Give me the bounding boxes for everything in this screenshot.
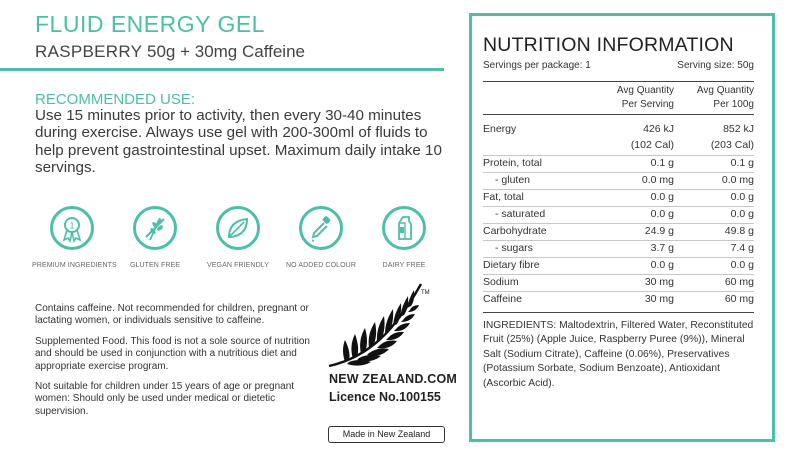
- nutrition-divider: [483, 114, 754, 115]
- supplemented-food-notice: Supplemented Food. This food is not a so…: [35, 335, 310, 372]
- badge-gluten-free: GLUTEN FREE: [115, 206, 195, 269]
- product-details: 50g + 30mg Caffeine: [147, 42, 305, 61]
- nutrient-row-saturated: - saturated 0.0 g 0.0 g: [495, 208, 754, 220]
- fern-logo-icon: TM: [328, 283, 430, 368]
- wheat-icon: [145, 217, 165, 241]
- recommended-use-heading: RECOMMENDED USE:: [35, 91, 196, 108]
- nutrition-divider: [483, 312, 754, 313]
- product-title: FLUID ENERGY GEL: [35, 11, 265, 37]
- recommended-use-text: Use 15 minutes prior to activity, then e…: [35, 107, 442, 177]
- nutrient-row-energy: Energy 426 kJ 852 kJ: [483, 123, 754, 135]
- column-header-per-100g: Avg Quantity Per 100g: [696, 85, 754, 110]
- product-flavor: RASPBERRY: [35, 42, 143, 61]
- feature-badges: 1 PREMIUM INGREDIENTS GLUTEN FREE: [32, 206, 432, 276]
- nutrient-row-sugars: - sugars 3.7 g 7.4 g: [495, 242, 754, 254]
- svg-text:1: 1: [69, 221, 74, 231]
- nutrient-row-fat: Fat, total 0.0 g 0.0 g: [483, 191, 754, 203]
- nutrition-divider: [483, 81, 754, 82]
- column-header-per-serving: Avg Quantity Per Serving: [616, 85, 674, 110]
- nz-brand-text: NEW ZEALAND.COM: [329, 372, 457, 386]
- nutrient-row-sodium: Sodium 30 mg 60 mg: [483, 276, 754, 288]
- nz-licence-number: Licence No.100155: [329, 390, 441, 404]
- badge-label: VEGAN FRIENDLY: [207, 262, 269, 269]
- nutrient-row-caffeine: Caffeine 30 mg 60 mg: [483, 293, 754, 305]
- badge-dairy-free: DAIRY FREE: [364, 206, 444, 269]
- award-ribbon-icon: 1: [62, 217, 82, 243]
- nutrient-row-protein: Protein, total 0.1 g 0.1 g: [483, 157, 754, 169]
- nutrient-row-gluten: - gluten 0.0 mg 0.0 mg: [495, 174, 754, 186]
- badge-label: DAIRY FREE: [382, 262, 426, 269]
- dropper-icon: [311, 216, 331, 242]
- warnings-block: Contains caffeine. Not recommended for c…: [35, 303, 310, 426]
- badge-premium-ingredients: 1 PREMIUM INGREDIENTS: [32, 206, 117, 269]
- badge-no-added-colour: NO ADDED COLOUR: [281, 206, 361, 269]
- servings-per-package: Servings per package: 1: [483, 60, 591, 71]
- nutrition-panel: NUTRITION INFORMATION Servings per packa…: [469, 13, 775, 442]
- nutrient-row-carbohydrate: Carbohydrate 24.9 g 49.8 g: [483, 225, 754, 237]
- product-subtitle: RASPBERRY 50g + 30mg Caffeine: [35, 42, 305, 62]
- ingredients-list: INGREDIENTS: Maltodextrin, Filtered Wate…: [483, 320, 754, 389]
- milk-carton-icon: [398, 216, 412, 240]
- made-in-badge: Made in New Zealand: [328, 426, 445, 443]
- leaf-icon: [227, 217, 249, 238]
- badge-label: NO ADDED COLOUR: [286, 262, 356, 269]
- serving-size: Serving size: 50g: [677, 60, 754, 71]
- title-divider: [0, 68, 444, 71]
- age-warning: Not suitable for children under 15 years…: [35, 381, 295, 417]
- badge-label: GLUTEN FREE: [129, 262, 181, 269]
- caffeine-warning: Contains caffeine. Not recommended for c…: [35, 303, 309, 327]
- badge-label: PREMIUM INGREDIENTS: [32, 262, 117, 269]
- nutrition-title: NUTRITION INFORMATION: [483, 34, 734, 56]
- nutrient-row-dietary-fibre: Dietary fibre 0.0 g 0.0 g: [483, 259, 754, 271]
- svg-text:TM: TM: [421, 290, 430, 296]
- nutrient-row-energy-cal: (102 Cal) (203 Cal): [630, 139, 754, 151]
- badge-vegan-friendly: VEGAN FRIENDLY: [198, 206, 278, 269]
